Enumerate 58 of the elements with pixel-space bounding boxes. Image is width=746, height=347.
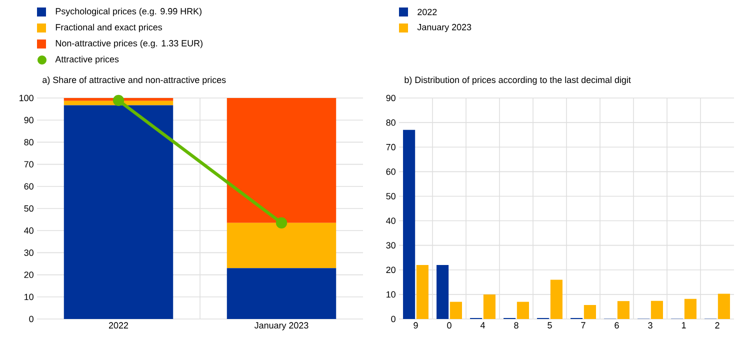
bar <box>64 105 174 319</box>
chart-title: a) Share of attractive and non-attractive prices <box>42 76 226 85</box>
bar <box>416 264 428 319</box>
legend-label: January 2023 <box>417 24 472 32</box>
x-tick-label: 2022 <box>108 322 128 329</box>
bar <box>483 294 496 319</box>
x-tick-label: 9 <box>414 322 418 329</box>
legend-label: Fractional and exact prices <box>56 24 162 32</box>
bar <box>584 305 596 319</box>
x-tick-label: 0 <box>447 322 452 329</box>
x-tick-label: 4 <box>480 322 485 328</box>
bar <box>403 130 416 319</box>
bar <box>617 301 630 319</box>
x-tick-label: 5 <box>548 322 552 328</box>
legend-label: Non-attractive prices (e.g. 1.33 EUR) <box>56 40 202 48</box>
x-tick-label: 8 <box>514 322 518 329</box>
bar <box>64 98 174 101</box>
bar <box>650 300 663 319</box>
bar <box>226 222 336 268</box>
y-tick-label: 0 <box>391 316 396 322</box>
bar <box>226 98 336 223</box>
x-tick-label: 2 <box>715 322 720 328</box>
y-tick-label: 50 <box>24 205 34 212</box>
x-tick-label: 7 <box>581 322 586 328</box>
y-tick-label: 20 <box>24 272 34 278</box>
bar <box>516 302 529 319</box>
y-tick-label: 40 <box>386 218 396 224</box>
y-tick-label: 0 <box>29 316 34 322</box>
y-tick-label: 60 <box>24 183 34 190</box>
bar <box>684 298 696 319</box>
legend-label: Attractive prices <box>55 56 119 64</box>
y-tick-label: 40 <box>24 227 34 234</box>
bar <box>550 280 562 319</box>
y-tick-label: 60 <box>386 168 396 175</box>
y-tick-label: 80 <box>386 119 396 126</box>
legend-label: Psychological prices (e.g. 9.99 HRK) <box>56 8 202 16</box>
x-tick-label: 3 <box>648 322 652 329</box>
chart-title: b) Distribution of prices according to the last decimal digit <box>404 76 631 85</box>
bar <box>718 294 730 319</box>
y-tick-label: 80 <box>24 139 34 146</box>
bar <box>226 268 336 319</box>
x-tick-label: January 2023 <box>254 322 308 330</box>
y-tick-label: 70 <box>24 161 34 168</box>
legend-label: 2022 <box>418 8 437 16</box>
y-tick-label: 90 <box>386 94 396 102</box>
y-tick-label: 30 <box>386 242 396 249</box>
bar <box>450 302 462 319</box>
y-tick-label: 70 <box>386 144 396 150</box>
bar <box>436 264 449 319</box>
y-tick-label: 90 <box>24 116 34 124</box>
y-tick-label: 30 <box>24 250 34 256</box>
y-tick-label: 10 <box>24 294 34 300</box>
y-tick-label: 20 <box>386 266 396 274</box>
x-tick-label: 6 <box>614 322 619 329</box>
x-tick-label: 1 <box>682 322 686 328</box>
y-tick-label: 50 <box>386 193 396 200</box>
y-tick-label: 100 <box>20 94 34 102</box>
y-tick-label: 10 <box>386 291 396 298</box>
